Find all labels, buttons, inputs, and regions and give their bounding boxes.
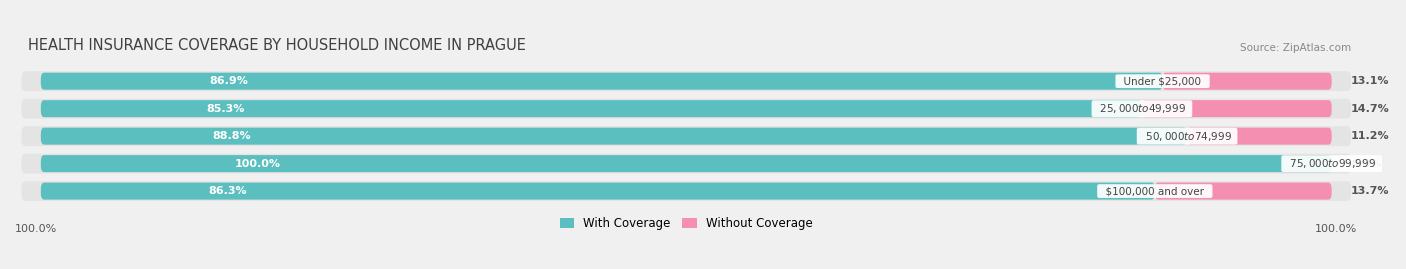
Text: $75,000 to $99,999: $75,000 to $99,999 (1284, 157, 1381, 170)
Text: Source: ZipAtlas.com: Source: ZipAtlas.com (1240, 43, 1351, 53)
Text: $100,000 and over: $100,000 and over (1099, 186, 1211, 196)
Text: 14.7%: 14.7% (1351, 104, 1389, 114)
FancyBboxPatch shape (1154, 183, 1331, 200)
Text: 88.8%: 88.8% (212, 131, 252, 141)
FancyBboxPatch shape (41, 155, 1331, 172)
Text: 0.0%: 0.0% (1351, 159, 1382, 169)
Text: 100.0%: 100.0% (15, 224, 58, 233)
Text: Under $25,000: Under $25,000 (1118, 76, 1208, 86)
Text: 86.3%: 86.3% (208, 186, 246, 196)
FancyBboxPatch shape (21, 99, 1351, 119)
FancyBboxPatch shape (1187, 128, 1331, 145)
FancyBboxPatch shape (1142, 100, 1331, 117)
Text: HEALTH INSURANCE COVERAGE BY HOUSEHOLD INCOME IN PRAGUE: HEALTH INSURANCE COVERAGE BY HOUSEHOLD I… (28, 38, 526, 53)
Text: 100.0%: 100.0% (235, 159, 280, 169)
FancyBboxPatch shape (41, 128, 1187, 145)
Text: 85.3%: 85.3% (207, 104, 245, 114)
Text: 86.9%: 86.9% (209, 76, 247, 86)
FancyBboxPatch shape (41, 183, 1154, 200)
FancyBboxPatch shape (1163, 73, 1331, 90)
FancyBboxPatch shape (21, 71, 1351, 91)
Text: $50,000 to $74,999: $50,000 to $74,999 (1139, 130, 1236, 143)
Legend: With Coverage, Without Coverage: With Coverage, Without Coverage (555, 213, 817, 235)
Text: 13.1%: 13.1% (1351, 76, 1389, 86)
FancyBboxPatch shape (21, 126, 1351, 146)
FancyBboxPatch shape (21, 154, 1351, 174)
FancyBboxPatch shape (21, 181, 1351, 201)
Text: $25,000 to $49,999: $25,000 to $49,999 (1094, 102, 1191, 115)
Text: 13.7%: 13.7% (1351, 186, 1389, 196)
FancyBboxPatch shape (41, 73, 1163, 90)
FancyBboxPatch shape (41, 100, 1142, 117)
Text: 100.0%: 100.0% (1315, 224, 1357, 233)
Text: 11.2%: 11.2% (1351, 131, 1389, 141)
